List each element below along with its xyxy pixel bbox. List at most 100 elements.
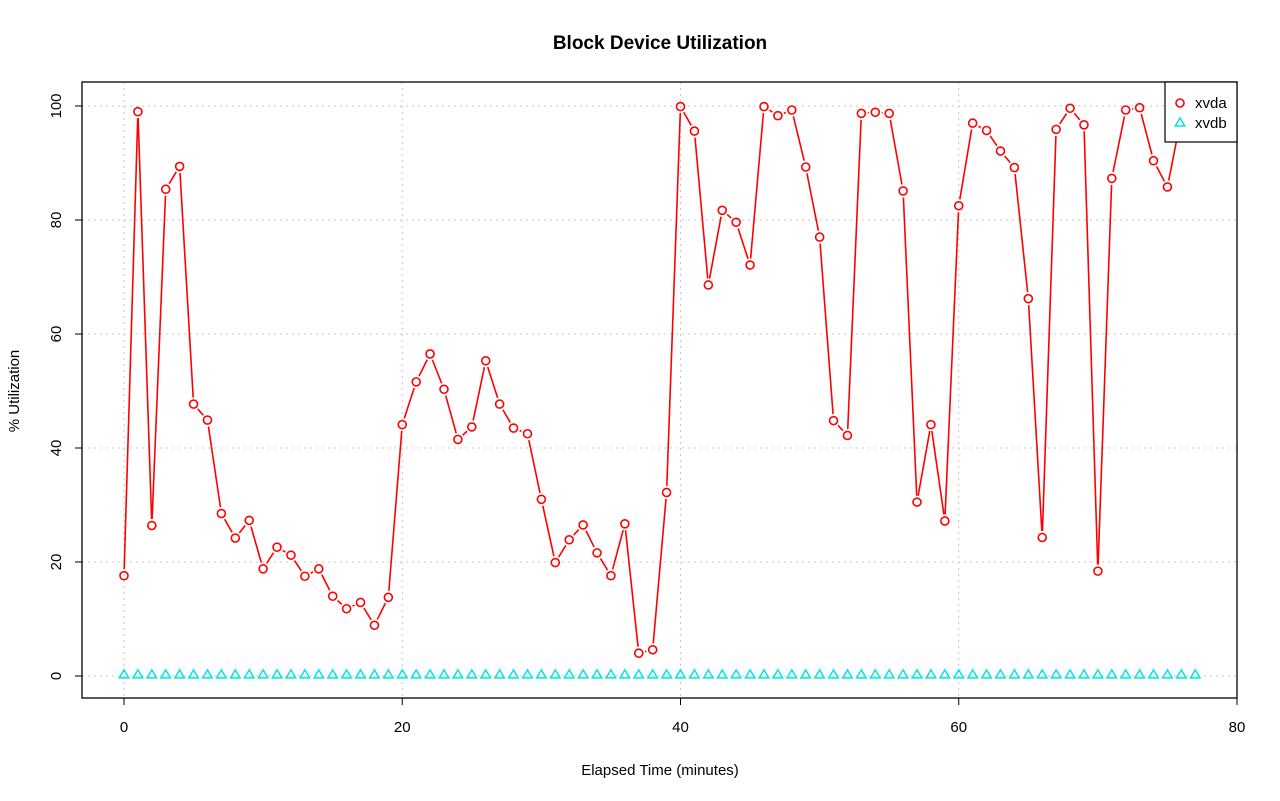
legend-box — [1164, 81, 1238, 143]
legend-marker — [1173, 116, 1187, 127]
data-point — [243, 668, 256, 679]
data-point — [201, 668, 214, 679]
data-point — [1106, 173, 1117, 184]
data-point — [1037, 532, 1048, 543]
series-line-segment — [282, 549, 286, 553]
y-tick-label: 20 — [48, 554, 65, 571]
data-point — [745, 260, 755, 270]
data-point — [924, 668, 937, 679]
data-point — [995, 146, 1006, 156]
series-line-segment — [652, 498, 667, 644]
series-line-segment — [472, 366, 486, 421]
data-point — [938, 668, 951, 679]
series — [117, 101, 1202, 679]
data-point — [967, 118, 978, 128]
data-point — [1023, 293, 1034, 304]
data-point — [1022, 668, 1035, 679]
series-line-segment — [363, 607, 372, 621]
data-point — [800, 162, 811, 172]
y-tick-label: 0 — [48, 672, 65, 680]
x-tick-label: 0 — [120, 719, 128, 736]
series-line-segment — [768, 109, 773, 113]
data-point — [743, 668, 757, 679]
data-point — [590, 668, 604, 679]
data-point — [675, 101, 686, 112]
series-line-segment — [168, 171, 177, 185]
series-line-segment — [151, 195, 167, 520]
data-point — [341, 603, 352, 614]
data-point — [1079, 120, 1089, 130]
series-line-segment — [250, 526, 263, 563]
data-point — [1161, 668, 1174, 679]
series-line-segment — [310, 571, 314, 574]
data-point — [757, 668, 771, 679]
data-point — [1189, 668, 1202, 679]
series-line-segment — [519, 429, 522, 433]
data-point — [620, 519, 630, 529]
data-point — [1063, 668, 1077, 679]
data-point — [884, 108, 894, 119]
data-point — [717, 205, 728, 216]
data-point — [870, 107, 881, 118]
data-point — [354, 668, 367, 679]
y-tick-label: 80 — [48, 212, 65, 229]
series-line-segment — [783, 111, 787, 114]
series-line-segment — [683, 111, 692, 126]
data-point — [856, 108, 867, 119]
series-line-segment — [223, 518, 233, 533]
data-point — [119, 570, 129, 581]
data-point — [785, 668, 798, 679]
data-point — [661, 487, 672, 498]
data-point — [1008, 668, 1021, 679]
data-point — [215, 668, 228, 679]
data-point — [1050, 668, 1063, 679]
data-point — [940, 516, 950, 526]
data-point — [674, 668, 687, 679]
series-line-segment — [1112, 116, 1126, 173]
data-point — [592, 548, 602, 558]
series-line-segment — [352, 604, 355, 607]
series-line-segment — [528, 439, 541, 494]
series-line-segment — [197, 408, 204, 416]
data-point — [437, 668, 451, 679]
data-point — [980, 668, 993, 679]
data-point — [173, 668, 186, 679]
data-point — [188, 399, 199, 409]
data-point — [480, 355, 491, 366]
data-point — [1134, 102, 1145, 113]
data-point — [145, 668, 158, 679]
data-point — [759, 101, 769, 112]
data-point — [660, 668, 673, 679]
data-point — [883, 668, 896, 679]
data-point — [953, 200, 964, 211]
series-line-segment — [726, 213, 732, 219]
data-point — [647, 644, 658, 655]
series-line-segment — [1097, 184, 1113, 565]
data-point — [174, 161, 185, 172]
data-point — [688, 668, 701, 679]
data-point — [1120, 105, 1131, 115]
data-point — [604, 668, 618, 679]
data-point — [926, 419, 936, 430]
data-point — [508, 423, 519, 433]
series-line-segment — [265, 552, 275, 564]
series-line-segment — [238, 525, 246, 534]
series-line-segment — [388, 431, 403, 591]
series-line-segment — [792, 116, 805, 161]
grid-lines — [82, 82, 1237, 698]
data-point — [813, 668, 826, 679]
data-point — [994, 668, 1007, 679]
data-point — [1091, 668, 1104, 679]
series-line-segment — [557, 544, 567, 558]
x-axis-label: Elapsed Time (minutes) — [581, 762, 739, 779]
data-point — [703, 280, 714, 290]
data-point — [286, 550, 296, 560]
data-point — [453, 434, 463, 445]
legend-marker — [1175, 98, 1185, 108]
data-point — [313, 564, 324, 574]
data-point — [131, 668, 144, 679]
data-point — [1065, 103, 1075, 114]
series-line-segment — [837, 424, 844, 432]
data-point — [799, 668, 812, 679]
data-point — [1077, 668, 1091, 679]
